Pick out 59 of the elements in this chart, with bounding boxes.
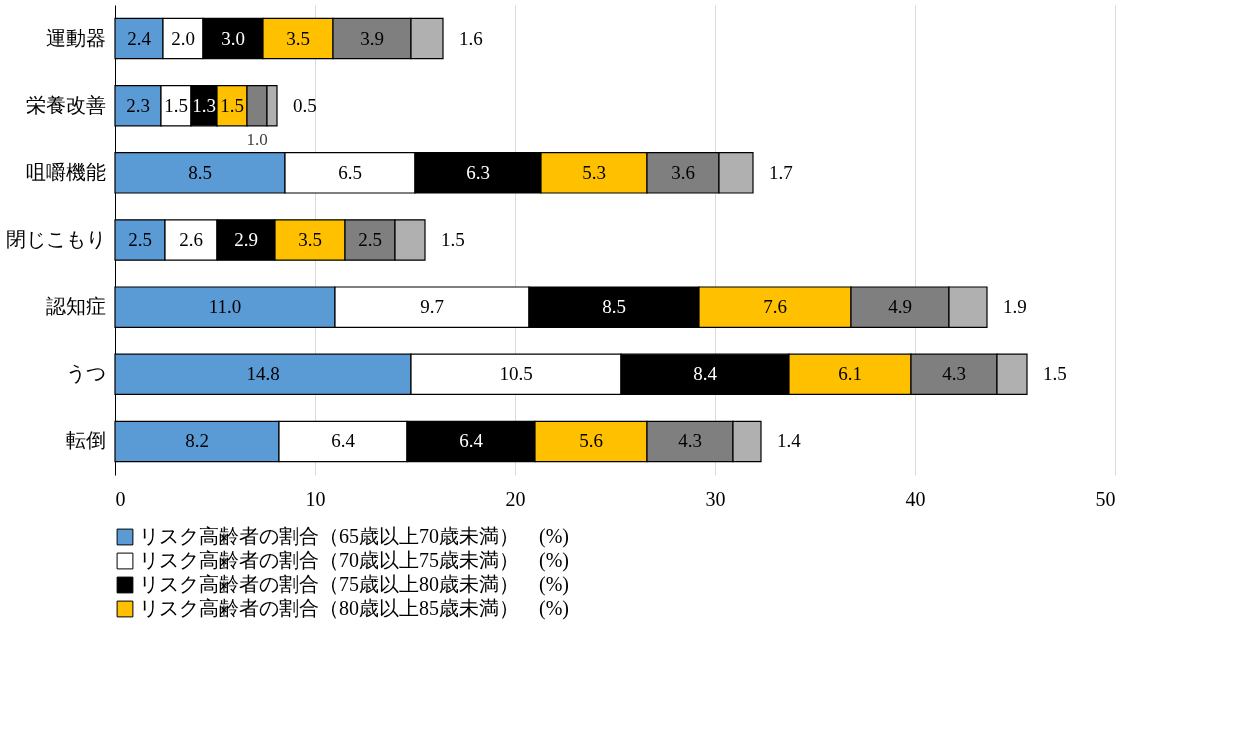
data-label: 3.9	[360, 27, 384, 49]
data-label: 2.6	[179, 229, 203, 250]
data-label: 5.6	[579, 430, 603, 452]
y-tick-label: 認知症	[45, 295, 106, 318]
data-label: 1.5	[1043, 363, 1067, 385]
data-label: 2.3	[126, 94, 150, 116]
data-label: 4.9	[888, 296, 912, 318]
data-label: 6.3	[466, 161, 490, 183]
data-label: 1.5	[220, 94, 244, 116]
data-label: 14.8	[246, 363, 280, 385]
legend-label: リスク高齢者の割合（75歳以上80歳未満） (%)	[139, 573, 569, 596]
data-label: 10.5	[499, 363, 533, 385]
data-label: 1.7	[769, 161, 793, 183]
data-label: 6.4	[459, 430, 484, 452]
data-label: 3.5	[286, 27, 310, 49]
y-tick-label: 咀嚼機能	[25, 160, 106, 183]
data-label: 1.4	[777, 430, 802, 452]
data-label: 3.0	[221, 27, 245, 49]
data-label: 8.2	[185, 430, 209, 452]
data-label: 1.3	[192, 94, 216, 116]
y-tick-label: 閉じこもり	[5, 228, 106, 250]
legend-label: リスク高齢者の割合（70歳以上75歳未満） (%)	[139, 549, 569, 572]
data-label: 8.5	[602, 296, 626, 318]
data-label: 11.0	[208, 296, 242, 318]
data-label: 0.5	[293, 94, 317, 116]
data-label: 8.4	[693, 363, 718, 385]
data-label: 2.5	[358, 229, 382, 250]
x-tick-label: 10	[305, 487, 326, 510]
data-label: 1.5	[441, 229, 465, 250]
y-tick-label: 運動器	[45, 26, 106, 49]
data-label: 3.5	[298, 229, 322, 250]
data-label: 1.5	[164, 94, 188, 116]
data-label: 1.6	[459, 27, 483, 49]
data-label: 2.5	[128, 229, 152, 250]
data-label: 4.3	[942, 363, 966, 385]
data-label: 5.3	[582, 161, 606, 183]
x-tick-label: 40	[905, 487, 926, 510]
legend-label: リスク高齢者の割合（65歳以上70歳未満） (%)	[139, 525, 569, 548]
x-tick-label: 30	[705, 487, 726, 510]
data-label: 1.0	[246, 129, 268, 149]
data-label: 9.7	[420, 296, 444, 318]
y-tick-label: 転倒	[65, 429, 106, 452]
data-label: 8.5	[188, 161, 212, 183]
y-tick-label: うつ	[65, 362, 106, 385]
x-tick-label: 20	[505, 487, 526, 510]
data-label: 7.6	[763, 296, 787, 318]
data-label: 2.4	[127, 27, 152, 49]
data-label: 1.9	[1003, 296, 1027, 318]
data-label: 6.1	[838, 363, 862, 385]
x-tick-label: 50	[1095, 487, 1116, 510]
data-label: 6.4	[331, 430, 356, 452]
legend-label: リスク高齢者の割合（80歳以上85歳未満） (%)	[139, 597, 569, 620]
data-label: 3.6	[671, 161, 695, 183]
data-label: 4.3	[678, 430, 702, 452]
data-label: 2.9	[234, 229, 258, 250]
x-tick-label: 0	[115, 487, 126, 510]
data-label: 2.0	[171, 27, 195, 49]
y-tick-label: 栄養改善	[25, 93, 106, 116]
data-label: 6.5	[338, 161, 362, 183]
